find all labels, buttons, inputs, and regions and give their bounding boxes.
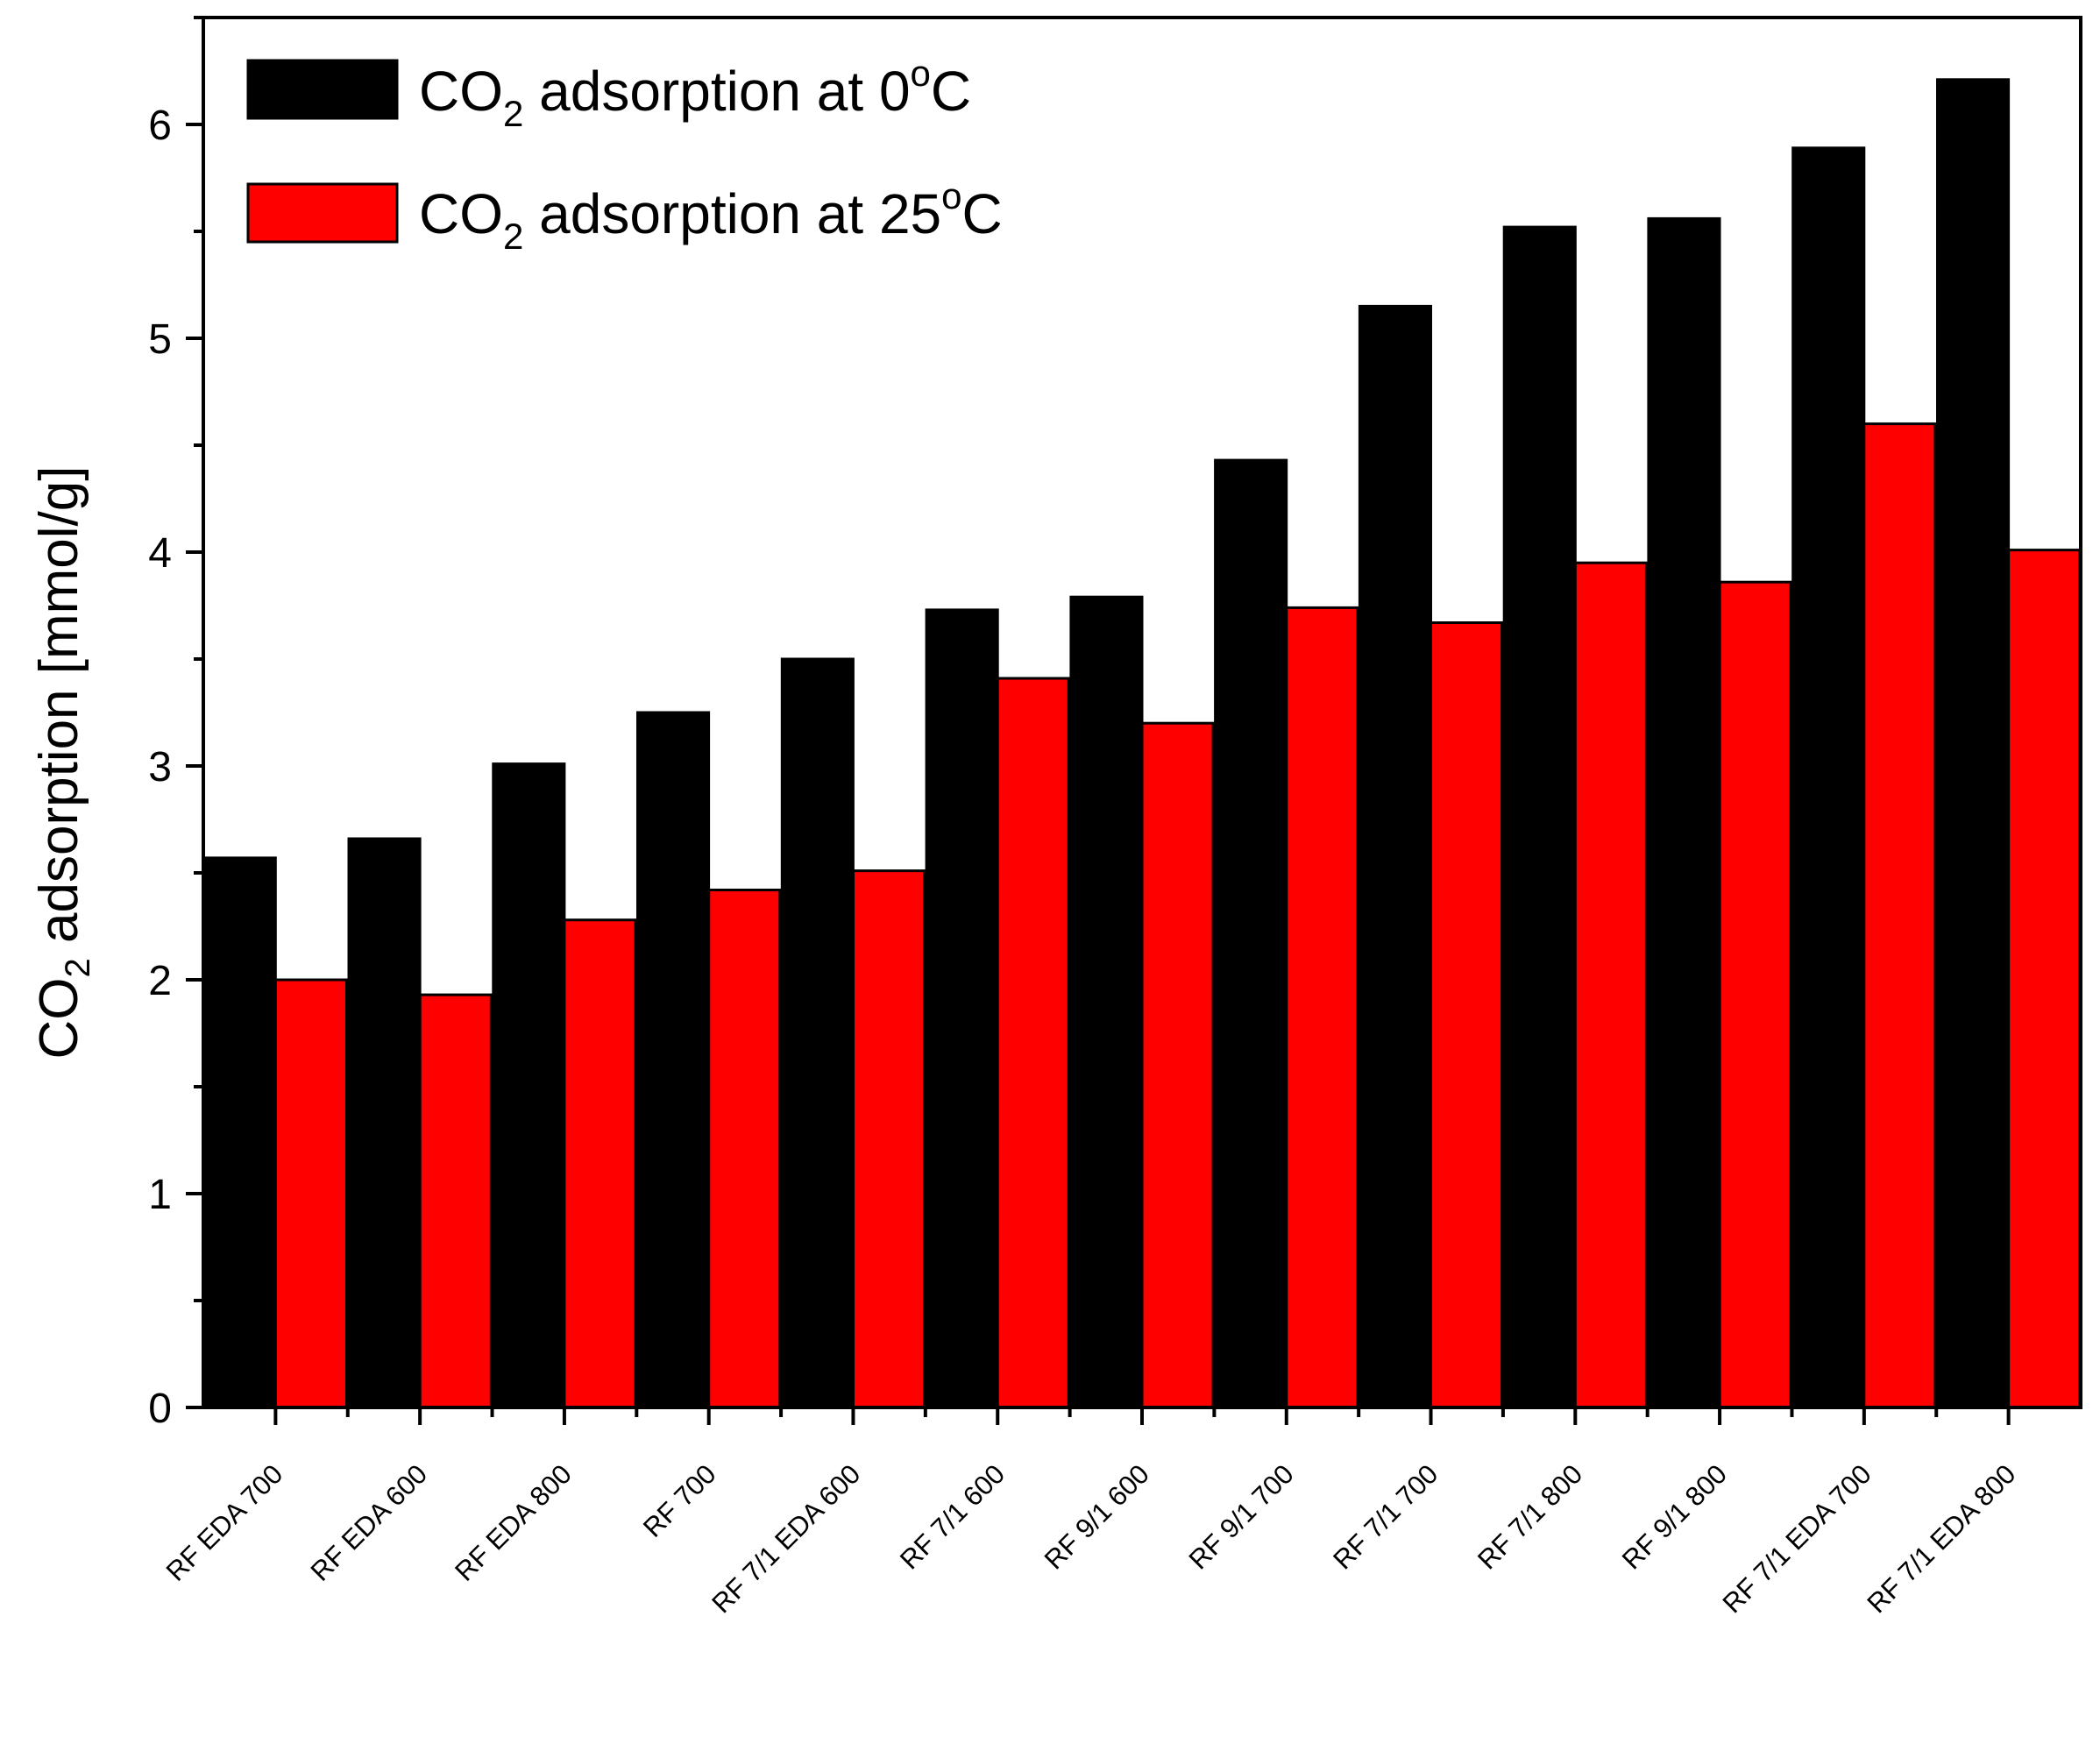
x-tick-label: RF 9/1 700 — [1183, 1458, 1300, 1575]
x-tick-label: RF 7/1 800 — [1472, 1458, 1588, 1575]
y-tick-label: 1 — [148, 1172, 172, 1218]
bar-0c — [636, 711, 711, 1409]
y-axis-label-subscript: 2 — [59, 958, 97, 977]
y-tick-label: 0 — [148, 1386, 172, 1432]
bar-0c — [492, 762, 566, 1409]
legend-swatch-0c — [246, 59, 399, 120]
bar-25c — [1430, 621, 1504, 1409]
bar-25c — [1285, 606, 1359, 1409]
bar-0c — [202, 856, 277, 1409]
x-tick-label: RF 9/1 800 — [1616, 1458, 1733, 1575]
legend-0c-subscript: 2 — [503, 93, 523, 134]
legend-label-0c: CO2 adsorption at 0oC — [419, 53, 971, 134]
legend-swatch-25c — [246, 182, 399, 244]
bars-group — [202, 78, 2082, 1409]
x-tick-label: RF 7/1 EDA 800 — [1861, 1458, 2021, 1619]
x-tick-label: RF 9/1 600 — [1039, 1458, 1155, 1575]
bar-0c — [1936, 78, 2011, 1409]
x-tick-label: RF 7/1 600 — [894, 1458, 1011, 1575]
bar-25c — [996, 677, 1070, 1409]
bar-25c — [563, 918, 637, 1409]
bar-0c — [347, 837, 422, 1409]
x-tick-label: RF 7/1 EDA 700 — [1717, 1458, 1877, 1619]
x-tick-label: RF EDA 800 — [449, 1458, 578, 1587]
legend-0c-suffix: C — [931, 60, 971, 123]
bar-25c — [418, 993, 493, 1409]
y-axis-label-suffix: adsorption [mmol/g] — [29, 466, 89, 959]
bar-25c — [1862, 422, 1937, 1409]
x-tick-label: RF 7/1 EDA 600 — [706, 1458, 866, 1619]
y-tick-label: 4 — [148, 530, 172, 577]
x-tick-label: RF EDA 600 — [305, 1458, 434, 1587]
legend-0c-middle: adsorption at 0 — [523, 60, 910, 123]
bar-25c — [852, 869, 926, 1409]
legend-25c-middle: adsorption at 25 — [523, 182, 941, 245]
x-tick-label: RF 700 — [637, 1458, 722, 1543]
y-tick-label: 6 — [148, 103, 172, 149]
legend-25c-suffix: C — [962, 182, 1003, 245]
bar-25c — [273, 978, 348, 1409]
bar-0c — [925, 608, 999, 1409]
bar-0c — [780, 657, 855, 1409]
y-tick-label: 2 — [148, 958, 172, 1004]
bar-25c — [707, 889, 782, 1409]
bar-25c — [1140, 721, 1215, 1409]
x-tick-label: RF 7/1 700 — [1327, 1458, 1444, 1575]
bar-25c — [1718, 580, 1792, 1409]
legend: CO2 adsorption at 0oC CO2 adsorption at … — [246, 53, 1003, 257]
bar-0c — [1791, 146, 1866, 1409]
y-axis-label-prefix: CO — [29, 977, 89, 1059]
bar-0c — [1358, 304, 1433, 1409]
bar-0c — [1647, 216, 1721, 1409]
legend-25c-degree: o — [941, 175, 961, 216]
y-axis-label: CO2 adsorption [mmol/g] — [29, 466, 97, 1060]
bar-25c — [2007, 549, 2082, 1409]
bar-0c — [1214, 458, 1288, 1409]
y-tick-label: 5 — [148, 316, 172, 363]
legend-0c-degree: o — [911, 53, 931, 94]
legend-25c-prefix: CO — [419, 182, 503, 245]
legend-25c-subscript: 2 — [503, 216, 523, 257]
bar-0c — [1502, 225, 1577, 1409]
legend-label-25c: CO2 adsorption at 25oC — [419, 175, 1003, 257]
y-tick-label: 3 — [148, 744, 172, 790]
bar-25c — [1573, 561, 1648, 1409]
bar-0c — [1069, 595, 1144, 1409]
x-tick-label: RF EDA 700 — [160, 1458, 289, 1587]
legend-0c-prefix: CO — [419, 60, 503, 123]
